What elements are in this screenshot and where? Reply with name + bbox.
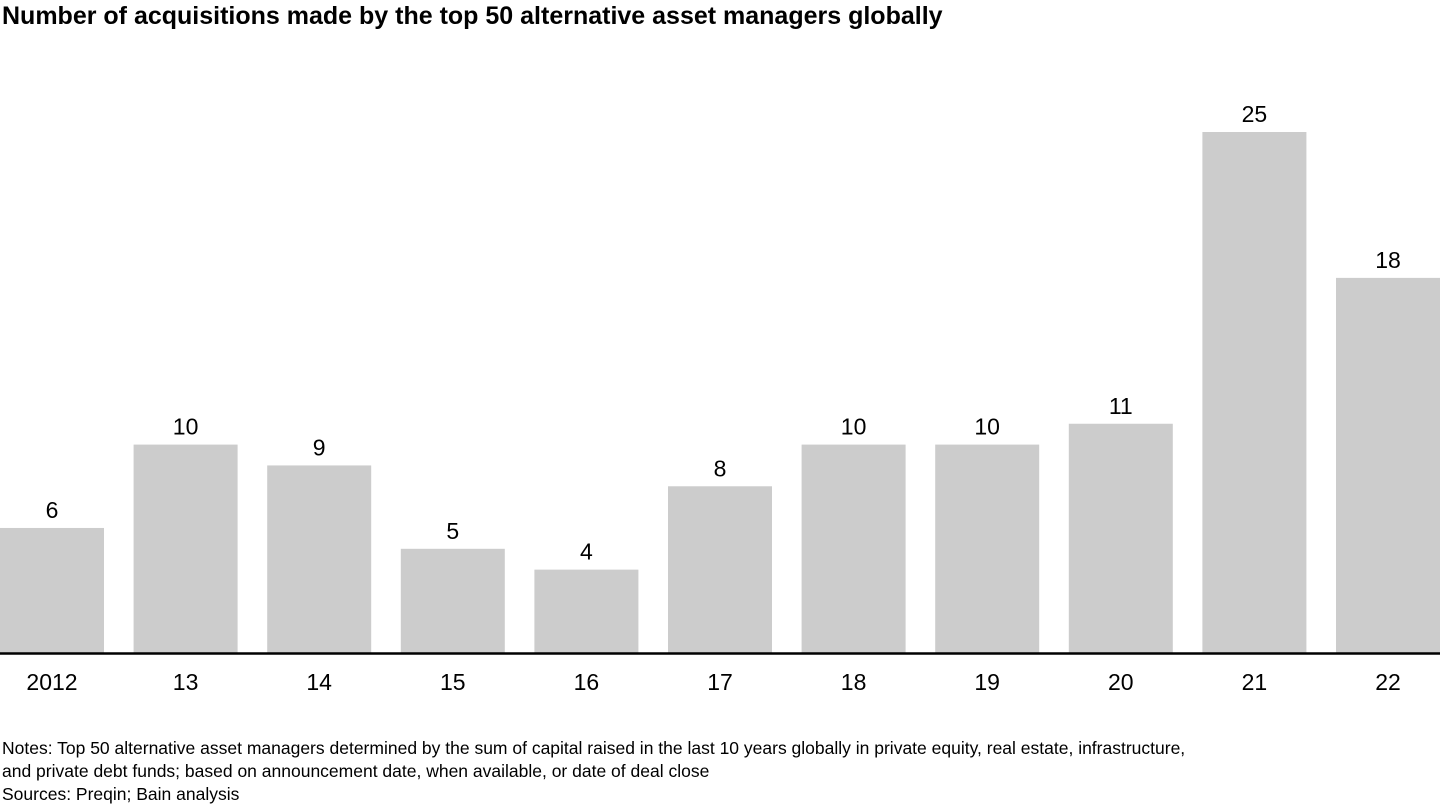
bar-17 — [668, 486, 772, 653]
data-label-17: 8 — [714, 455, 727, 481]
data-label-15: 5 — [446, 518, 459, 544]
bar-16 — [534, 569, 639, 653]
x-tick-label-17: 17 — [707, 669, 733, 695]
bar-19 — [935, 444, 1040, 653]
x-tick-label-22: 22 — [1375, 669, 1401, 695]
data-label-21: 25 — [1242, 101, 1268, 127]
chart-title: Number of acquisitions made by the top 5… — [2, 2, 943, 30]
notes-line-2: and private debt funds; based on announc… — [2, 761, 710, 781]
data-label-20: 11 — [1109, 393, 1133, 419]
bar-21 — [1202, 132, 1307, 653]
data-label-18: 10 — [841, 414, 867, 440]
x-tick-label-14: 14 — [306, 669, 332, 695]
data-label-19: 10 — [974, 414, 1000, 440]
data-label-22: 18 — [1375, 247, 1401, 273]
x-tick-label-2012: 2012 — [26, 669, 77, 695]
bar-13 — [133, 444, 238, 653]
bar-15 — [400, 548, 505, 653]
sources-line: Sources: Preqin; Bain analysis — [2, 784, 240, 804]
data-label-2012: 6 — [46, 497, 59, 523]
data-label-13: 10 — [173, 414, 199, 440]
x-tick-label-13: 13 — [173, 669, 199, 695]
x-tick-label-19: 19 — [974, 669, 1000, 695]
chart-notes: Notes: Top 50 alternative asset managers… — [2, 737, 1185, 806]
x-tick-label-18: 18 — [841, 669, 867, 695]
x-tick-label-20: 20 — [1108, 669, 1134, 695]
x-tick-label-21: 21 — [1242, 669, 1268, 695]
bar-20 — [1068, 423, 1173, 653]
bar-14 — [267, 465, 372, 653]
bar-22 — [1336, 277, 1440, 653]
x-tick-label-15: 15 — [440, 669, 466, 695]
x-tick-label-16: 16 — [574, 669, 600, 695]
bar-2012 — [0, 527, 104, 653]
data-label-14: 9 — [313, 434, 326, 460]
data-label-16: 4 — [580, 539, 593, 565]
bar-18 — [801, 444, 906, 653]
notes-line-1: Notes: Top 50 alternative asset managers… — [2, 738, 1186, 758]
